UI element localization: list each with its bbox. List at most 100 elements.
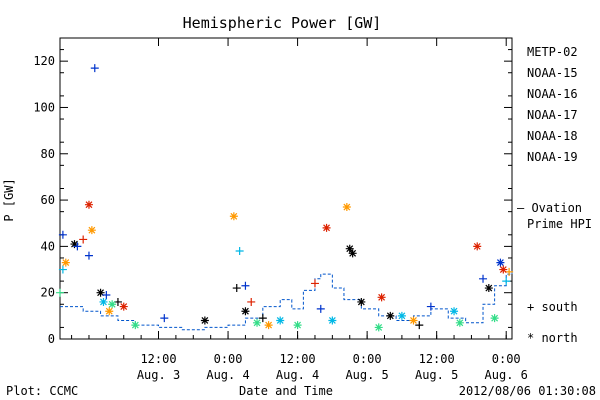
x-tick-label-time: 0:00 — [492, 352, 521, 366]
data-point-north — [200, 316, 209, 325]
y-tick-label: 40 — [41, 239, 55, 253]
y-tick-label: 0 — [48, 332, 55, 346]
data-point-north — [105, 307, 114, 316]
data-point-north — [450, 307, 459, 316]
x-tick-label-date: Aug. 5 — [415, 368, 458, 382]
data-point-north — [348, 249, 357, 258]
plot-frame — [59, 37, 513, 340]
data-point-north — [253, 318, 262, 327]
ovation-prime-series — [60, 269, 513, 331]
data-point-north — [328, 316, 337, 325]
series-noaa-16 — [58, 247, 511, 325]
data-point-north — [87, 226, 96, 235]
data-point-north — [377, 293, 386, 302]
x-tick-label-time: 0:00 — [353, 352, 382, 366]
x-tick-label-date: Aug. 6 — [485, 368, 528, 382]
legend-entry: NOAA-19 — [527, 150, 578, 164]
marker-legend-north: * north — [527, 331, 578, 345]
data-point-north — [386, 311, 395, 320]
y-tick-label: 60 — [41, 193, 55, 207]
data-point-north — [409, 316, 418, 325]
data-point-north — [374, 323, 383, 332]
data-point-north — [276, 316, 285, 325]
series-noaa-19 — [79, 200, 508, 311]
data-point-south — [502, 277, 511, 286]
data-point-north — [322, 223, 331, 232]
data-point-north — [264, 321, 273, 330]
x-tick-label-date: Aug. 5 — [345, 368, 388, 382]
data-point-north — [357, 297, 366, 306]
data-point-south — [247, 297, 256, 306]
legend-entry: NOAA-18 — [527, 129, 578, 143]
data-point-north — [499, 265, 508, 274]
x-tick-label-time: 12:00 — [140, 352, 176, 366]
data-point-north — [342, 203, 351, 212]
data-point-north — [455, 318, 464, 327]
data-point-north — [99, 297, 108, 306]
data-point-south — [232, 284, 241, 293]
series-noaa-18 — [61, 203, 514, 330]
data-point-north — [108, 300, 117, 309]
y-tick-label: 20 — [41, 286, 55, 300]
data-point-south — [415, 321, 424, 330]
x-axis: 12:00 Aug. 3 0:00 Aug. 4 12:00 Aug. 4 0:00 Aug.… — [71, 38, 528, 382]
ovation-prime-line — [60, 269, 513, 331]
data-point-north — [397, 311, 406, 320]
data-point-north — [70, 240, 79, 249]
data-point-south — [58, 230, 67, 239]
data-point-south — [235, 247, 244, 256]
data-point-north — [119, 302, 128, 311]
legend: METP-02 NOAA-15 NOAA-16 NOAA-17 NOAA-18 NOAA-… — [517, 45, 592, 231]
data-point-south — [102, 291, 111, 300]
data-point-south — [310, 279, 319, 288]
series-noaa-15 — [58, 64, 505, 323]
data-point-south — [79, 235, 88, 244]
data-point-south — [316, 304, 325, 313]
x-tick-label-time: 12:00 — [419, 352, 455, 366]
marker-legend-south: + south — [527, 300, 578, 314]
y-axis: 0 20 40 60 80 100 120 — [33, 49, 512, 346]
legend-entry-reference: – Ovation — [517, 201, 582, 215]
legend-entry: NOAA-17 — [527, 108, 578, 122]
data-point-south — [84, 251, 93, 260]
data-points — [56, 64, 514, 332]
y-tick-label: 100 — [33, 100, 55, 114]
data-point-north — [61, 258, 70, 267]
data-point-north — [473, 242, 482, 251]
y-tick-label: 120 — [33, 54, 55, 68]
y-axis-label: P [GW] — [2, 178, 16, 221]
marker-legend: + south * north — [527, 300, 578, 345]
x-axis-label: Date and Time — [239, 384, 333, 398]
data-point-south — [90, 64, 99, 73]
footer-timestamp: 2012/08/06 01:30:08 — [459, 384, 596, 398]
data-point-north — [490, 314, 499, 323]
legend-entry: METP-02 — [527, 45, 578, 59]
data-point-north — [241, 307, 250, 316]
x-tick-label-date: Aug. 3 — [137, 368, 180, 382]
data-point-south — [426, 302, 435, 311]
data-point-south — [73, 242, 82, 251]
data-point-north — [96, 288, 105, 297]
x-tick-label-time: 0:00 — [214, 352, 243, 366]
data-point-south — [58, 265, 67, 274]
data-point-south — [160, 314, 169, 323]
data-point-north — [131, 321, 140, 330]
data-point-north — [345, 244, 354, 253]
data-point-south — [479, 274, 488, 283]
chart-title: Hemispheric Power [GW] — [183, 14, 382, 32]
data-point-south — [241, 281, 250, 290]
x-tick-label-time: 12:00 — [280, 352, 316, 366]
series-metp-02 — [70, 240, 493, 330]
series-noaa-17 — [56, 288, 499, 332]
footer-credit: Plot: CCMC — [6, 384, 78, 398]
x-tick-label-date: Aug. 4 — [206, 368, 249, 382]
data-point-north — [484, 284, 493, 293]
y-tick-label: 80 — [41, 147, 55, 161]
legend-entry: NOAA-15 — [527, 66, 578, 80]
data-point-north — [84, 200, 93, 209]
data-point-north — [496, 258, 505, 267]
data-point-north — [229, 212, 238, 221]
data-point-south — [56, 288, 64, 297]
legend-entry: NOAA-16 — [527, 87, 578, 101]
